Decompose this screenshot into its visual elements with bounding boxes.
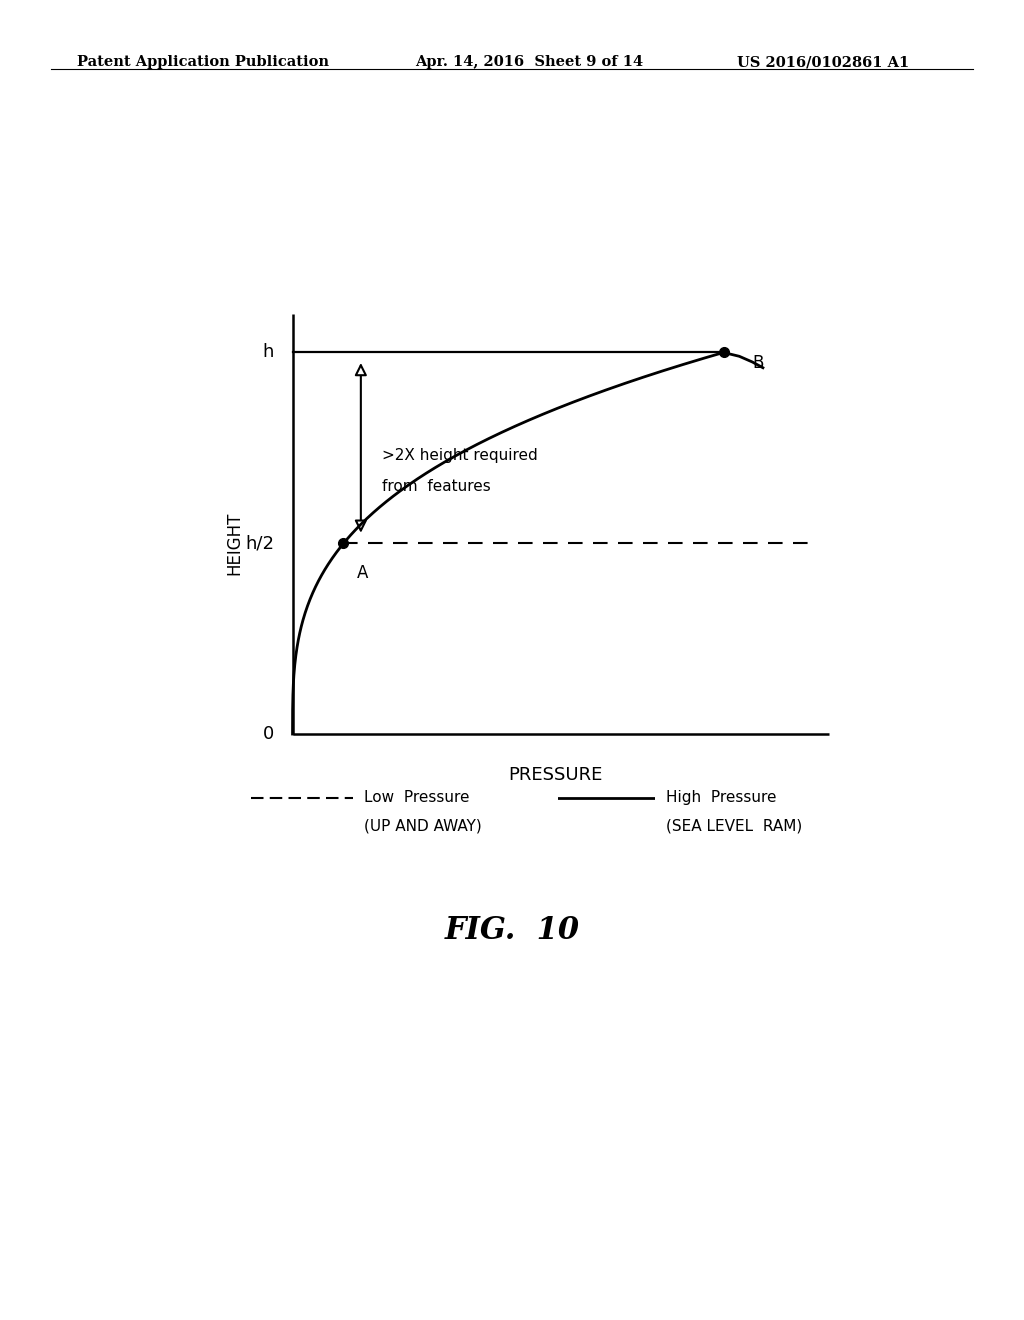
Text: US 2016/0102861 A1: US 2016/0102861 A1 [737,55,909,70]
Text: (SEA LEVEL  RAM): (SEA LEVEL RAM) [666,818,802,834]
Text: B: B [753,354,764,372]
Text: h: h [263,343,274,362]
Text: 0: 0 [263,725,274,743]
Text: Apr. 14, 2016  Sheet 9 of 14: Apr. 14, 2016 Sheet 9 of 14 [415,55,643,70]
Text: from  features: from features [382,479,490,494]
Text: HEIGHT: HEIGHT [225,512,244,576]
Text: High  Pressure: High Pressure [666,789,776,805]
Text: PRESSURE: PRESSURE [508,767,602,784]
Text: Patent Application Publication: Patent Application Publication [77,55,329,70]
Text: (UP AND AWAY): (UP AND AWAY) [364,818,481,834]
Text: Low  Pressure: Low Pressure [364,789,469,805]
Text: h/2: h/2 [245,535,274,552]
Text: FIG.  10: FIG. 10 [444,915,580,946]
Text: A: A [356,564,368,582]
Text: >2X height required: >2X height required [382,447,538,463]
